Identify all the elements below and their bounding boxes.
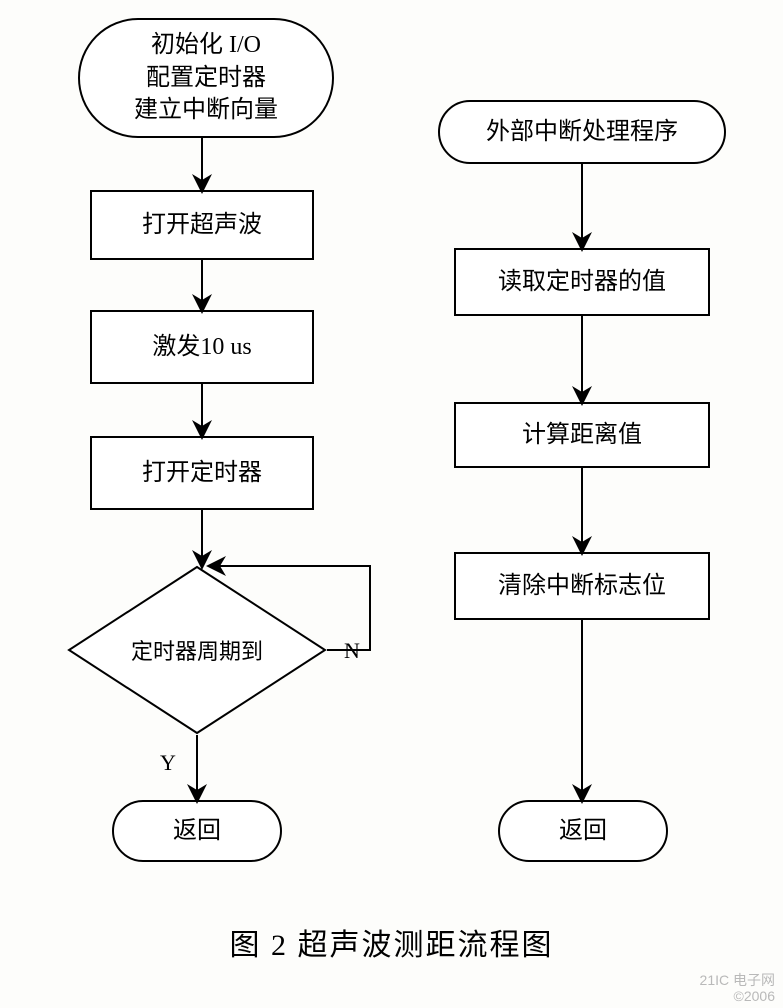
- left-decision-diamond: 定时器周期到: [67, 565, 327, 735]
- left-step1-label: 打开超声波: [142, 209, 262, 241]
- left-step3-label: 打开定时器: [142, 457, 262, 489]
- flowchart-canvas: 初始化 I/O 配置定时器 建立中断向量 打开超声波 激发10 us 打开定时器…: [0, 0, 783, 1008]
- right-step3-label: 清除中断标志位: [498, 570, 666, 602]
- left-step1-rect: 打开超声波: [90, 190, 314, 260]
- right-step1-label: 读取定时器的值: [498, 266, 666, 298]
- right-end-label: 返回: [559, 815, 607, 847]
- left-step3-rect: 打开定时器: [90, 436, 314, 510]
- left-end-label: 返回: [173, 815, 221, 847]
- decision-yes-label: Y: [160, 750, 176, 776]
- watermark-line1: 21IC 电子网: [700, 972, 775, 988]
- watermark: 21IC 电子网 ©2006: [700, 973, 775, 1004]
- right-step1-rect: 读取定时器的值: [454, 248, 710, 316]
- left-start-line1: 初始化 I/O: [151, 32, 261, 58]
- watermark-line2: ©2006: [734, 988, 775, 1004]
- figure-caption: 图 2 超声波测距流程图: [0, 920, 783, 964]
- decision-no-label: N: [344, 638, 360, 664]
- left-step2-rect: 激发10 us: [90, 310, 314, 384]
- left-start-line3: 建立中断向量: [134, 97, 278, 123]
- right-step2-rect: 计算距离值: [454, 402, 710, 468]
- left-step2-label: 激发10 us: [152, 331, 251, 363]
- right-end-terminator: 返回: [498, 800, 668, 862]
- right-step3-rect: 清除中断标志位: [454, 552, 710, 620]
- right-start-label: 外部中断处理程序: [486, 116, 678, 148]
- figure-caption-text: 图 2 超声波测距流程图: [230, 929, 554, 962]
- left-end-terminator: 返回: [112, 800, 282, 862]
- right-step2-label: 计算距离值: [522, 419, 642, 451]
- left-start-terminator: 初始化 I/O 配置定时器 建立中断向量: [78, 18, 334, 138]
- right-start-terminator: 外部中断处理程序: [438, 100, 726, 164]
- left-start-line2: 配置定时器: [146, 65, 266, 91]
- left-decision-label: 定时器周期到: [131, 634, 263, 666]
